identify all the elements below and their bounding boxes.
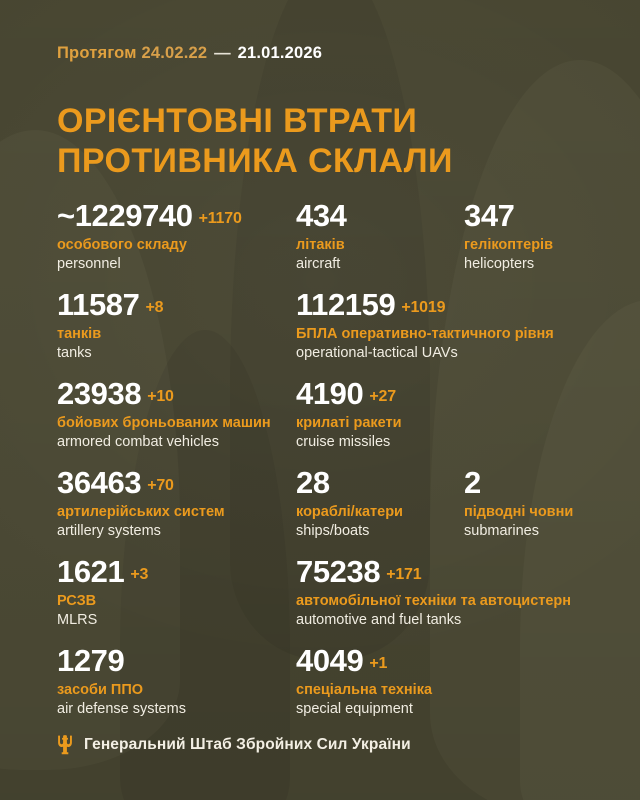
stat-artillery-systems: 36463 +70 артилерійських систем artillery… (57, 467, 225, 541)
stat-number-line: ~1229740 +1170 (57, 200, 242, 231)
stat-number-line: 28 (296, 467, 403, 498)
stat-label-en: helicopters (464, 255, 535, 272)
stat-label-en: MLRS (57, 611, 98, 628)
stat-label-en: cruise missiles (296, 433, 391, 450)
stat-label-en: artillery systems (57, 522, 161, 539)
stat-label-ua: підводні човни (464, 504, 574, 520)
stat-number-line: 1279 (57, 645, 186, 676)
stat-number-line: 75238 +171 (296, 556, 571, 587)
stat-number-line: 347 (464, 200, 553, 231)
stat-helicopters: 347 гелікоптерів helicopters (464, 200, 553, 274)
stat-number-line: 1621 +3 (57, 556, 148, 587)
period-start-date: 24.02.22 (141, 44, 208, 62)
stat-label-ua: БПЛА оперативно-тактичного рівня (296, 326, 554, 342)
stat-label-ua: автомобільної техніки та автоцистерн (296, 593, 572, 609)
stat-number-line: 112159 +1019 (296, 289, 554, 320)
period-end-date: 21.01.2026 (237, 44, 323, 62)
stat-value: 2 (464, 465, 481, 500)
stat-label-ua: засоби ППО (57, 682, 144, 698)
stat-delta: +8 (145, 299, 164, 316)
stat-value: 434 (296, 198, 347, 233)
stat-special-equipment: 4049 +1 спеціальна техніка special equipm… (296, 645, 432, 719)
stat-number-line: 4190 +27 (296, 378, 402, 409)
stat-value: 75238 (296, 554, 381, 589)
stat-delta: +3 (130, 566, 149, 583)
page-title-line-2: ПРОТИВНИКА СКЛАЛИ (57, 141, 453, 180)
page-title-line-1: ОРІЄНТОВНІ ВТРАТИ (57, 101, 418, 140)
stat-label-ua: артилерійських систем (57, 504, 225, 520)
stat-value: 112159 (296, 287, 396, 322)
period-prefix-label: Протягом (57, 44, 137, 62)
stat-number-line: 36463 +70 (57, 467, 225, 498)
stat-number-line: 434 (296, 200, 353, 231)
stat-value: 347 (464, 198, 515, 233)
stat-submarines: 2 підводні човни submarines (464, 467, 573, 541)
stat-value: 4049 (296, 643, 364, 678)
stat-armored-combat-vehicles: 23938 +10 бойових броньованих машин armor… (57, 378, 271, 452)
stat-delta: +1 (369, 655, 388, 672)
stat-delta: +10 (147, 388, 174, 405)
stat-label-en: aircraft (296, 255, 341, 272)
shell-silhouette (230, 0, 430, 660)
stat-label-ua: спеціальна техніка (296, 682, 433, 698)
stat-label-en: submarines (464, 522, 539, 539)
footer-attribution: Генеральний Штаб Збройних Сил України (57, 735, 411, 755)
stat-number-line: 23938 +10 (57, 378, 271, 409)
stat-ships-boats: 28 кораблі/катери ships/boats (296, 467, 403, 541)
stat-label-ua: літаків (296, 237, 345, 253)
stat-aircraft: 434 літаків aircraft (296, 200, 353, 274)
stat-label-ua: танків (57, 326, 102, 342)
stat-value: 23938 (57, 376, 142, 411)
stat-label-ua: бойових броньованих машин (57, 415, 271, 431)
stat-value: 4190 (296, 376, 364, 411)
stat-mlrs: 1621 +3 РСЗВ MLRS (57, 556, 148, 630)
stat-label-ua: кораблі/катери (296, 504, 403, 520)
reporting-period: Протягом 24.02.22 — 21.01.2026 (57, 44, 322, 63)
stat-label-en: air defense systems (57, 700, 186, 717)
stat-uavs: 112159 +1019 БПЛА оперативно-тактичного р… (296, 289, 554, 363)
stat-label-en: armored combat vehicles (57, 433, 219, 450)
stat-value: 36463 (57, 465, 142, 500)
stat-automotive-fuel-tanks: 75238 +171 автомобільної техніки та автоц… (296, 556, 571, 630)
stat-personnel: ~1229740 +1170 особового складу personnel (57, 200, 242, 274)
stat-label-en: ships/boats (296, 522, 370, 539)
stat-value: 28 (296, 465, 330, 500)
stat-label-en: tanks (57, 344, 92, 361)
stat-number-line: 4049 +1 (296, 645, 432, 676)
stat-label-en: special equipment (296, 700, 413, 717)
period-dash: — (214, 44, 231, 62)
stat-value: ~1229740 (57, 198, 193, 233)
stat-label-en: personnel (57, 255, 121, 272)
stat-label-en: automotive and fuel tanks (296, 611, 462, 628)
stat-label-en: operational-tactical UAVs (296, 344, 458, 361)
stat-label-ua: особового складу (57, 237, 187, 253)
stat-cruise-missiles: 4190 +27 крилаті ракети cruise missiles (296, 378, 402, 452)
stat-delta: +1170 (198, 210, 242, 227)
page-title: ОРІЄНТОВНІ ВТРАТИ ПРОТИВНИКА СКЛАЛИ (57, 101, 453, 181)
stat-tanks: 11587 +8 танків tanks (57, 287, 164, 363)
stat-delta: +1019 (401, 299, 446, 316)
stat-delta: +27 (369, 388, 396, 405)
organization-name: Генеральний Штаб Збройних Сил України (84, 736, 411, 753)
stat-number-line: 2 (464, 467, 573, 498)
stat-air-defense-systems: 1279 засоби ППО air defense systems (57, 645, 186, 719)
ukraine-trident-icon (57, 735, 73, 755)
stat-delta: +70 (147, 477, 174, 494)
stat-value: 1621 (57, 554, 125, 589)
stat-value: 1279 (57, 643, 125, 678)
stat-label-ua: крилаті ракети (296, 415, 402, 431)
stat-label-ua: гелікоптерів (464, 237, 553, 253)
stat-number-line: 11587 +8 (57, 287, 164, 322)
stat-label-ua: РСЗВ (57, 593, 97, 609)
stat-delta: +171 (386, 566, 422, 583)
stat-value: 11587 (57, 287, 140, 322)
